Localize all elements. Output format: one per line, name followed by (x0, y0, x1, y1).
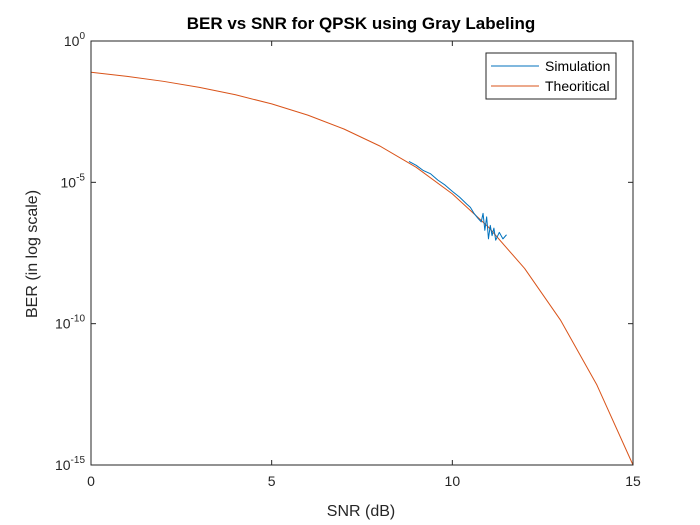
legend: Simulation Theoritical (485, 52, 617, 100)
series-layer (90, 71, 634, 466)
y-tick-label: 10-15 (55, 455, 85, 473)
y-tick-label: 10-5 (61, 172, 86, 190)
x-axis-label: SNR (dB) (327, 503, 395, 520)
y-tick-label-exponent: -5 (76, 172, 85, 183)
legend-label-simulation: Simulation (545, 58, 610, 74)
y-tick-label-base: 10 (55, 316, 71, 332)
chart-title: BER vs SNR for QPSK using Gray Labeling (187, 14, 536, 33)
y-tick-label-exponent: -10 (71, 314, 86, 325)
plot-area (91, 41, 633, 465)
legend-label-theoretical: Theoritical (545, 78, 610, 94)
y-tick-label-exponent: 0 (79, 31, 85, 42)
y-tick-label: 100 (64, 31, 86, 49)
y-tick-label-base: 10 (55, 457, 71, 473)
x-tick-label: 15 (625, 473, 641, 489)
y-axis-label: BER (in log scale) (24, 190, 41, 318)
y-tick-label: 10-10 (55, 314, 85, 332)
legend-box (485, 52, 617, 100)
y-tick-label-base: 10 (61, 174, 77, 190)
plot-frame (90, 40, 634, 466)
x-tick-label: 5 (268, 473, 276, 489)
x-tick-label: 0 (87, 473, 95, 489)
series-line-simulation (408, 160, 507, 241)
y-tick-label-exponent: -15 (71, 455, 86, 466)
x-tick-label: 10 (445, 473, 461, 489)
series-line-theoritical (90, 71, 634, 466)
y-tick-label-base: 10 (64, 33, 80, 49)
